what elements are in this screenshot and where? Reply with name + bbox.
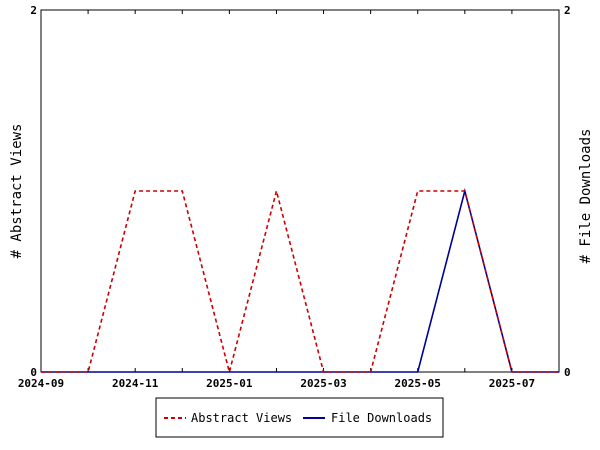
x-tick-label: 2025-05 <box>395 377 441 390</box>
legend-label-abstract-views: Abstract Views <box>191 411 292 425</box>
y-left-tick-label: 2 <box>30 4 37 17</box>
x-tick-label: 2025-07 <box>489 377 535 390</box>
legend: Abstract Views File Downloads <box>155 397 444 438</box>
series-line-file-downloads <box>41 187 559 373</box>
x-tick-label: 2025-03 <box>300 377 346 390</box>
plot-area <box>40 9 560 373</box>
x-tick-label: 2024-11 <box>112 377 159 390</box>
y-right-tick-label: 0 <box>564 366 571 379</box>
x-axis-ticks: 2024-09 2024-11 2025-01 2025-03 2025-05 2025-… <box>18 10 560 390</box>
series-lines <box>41 187 559 376</box>
legend-label-file-downloads: File Downloads <box>331 411 432 425</box>
x-tick-label: 2024-09 <box>18 377 64 390</box>
y-axis-right-title: # File Downloads <box>578 129 594 264</box>
legend-box <box>155 397 444 438</box>
x-tick-label: 2025-01 <box>206 377 253 390</box>
y-right-tick-label: 2 <box>564 4 571 17</box>
y-axis-left-title: # Abstract Views <box>9 124 25 259</box>
y-left-tick-label: 0 <box>30 366 37 379</box>
